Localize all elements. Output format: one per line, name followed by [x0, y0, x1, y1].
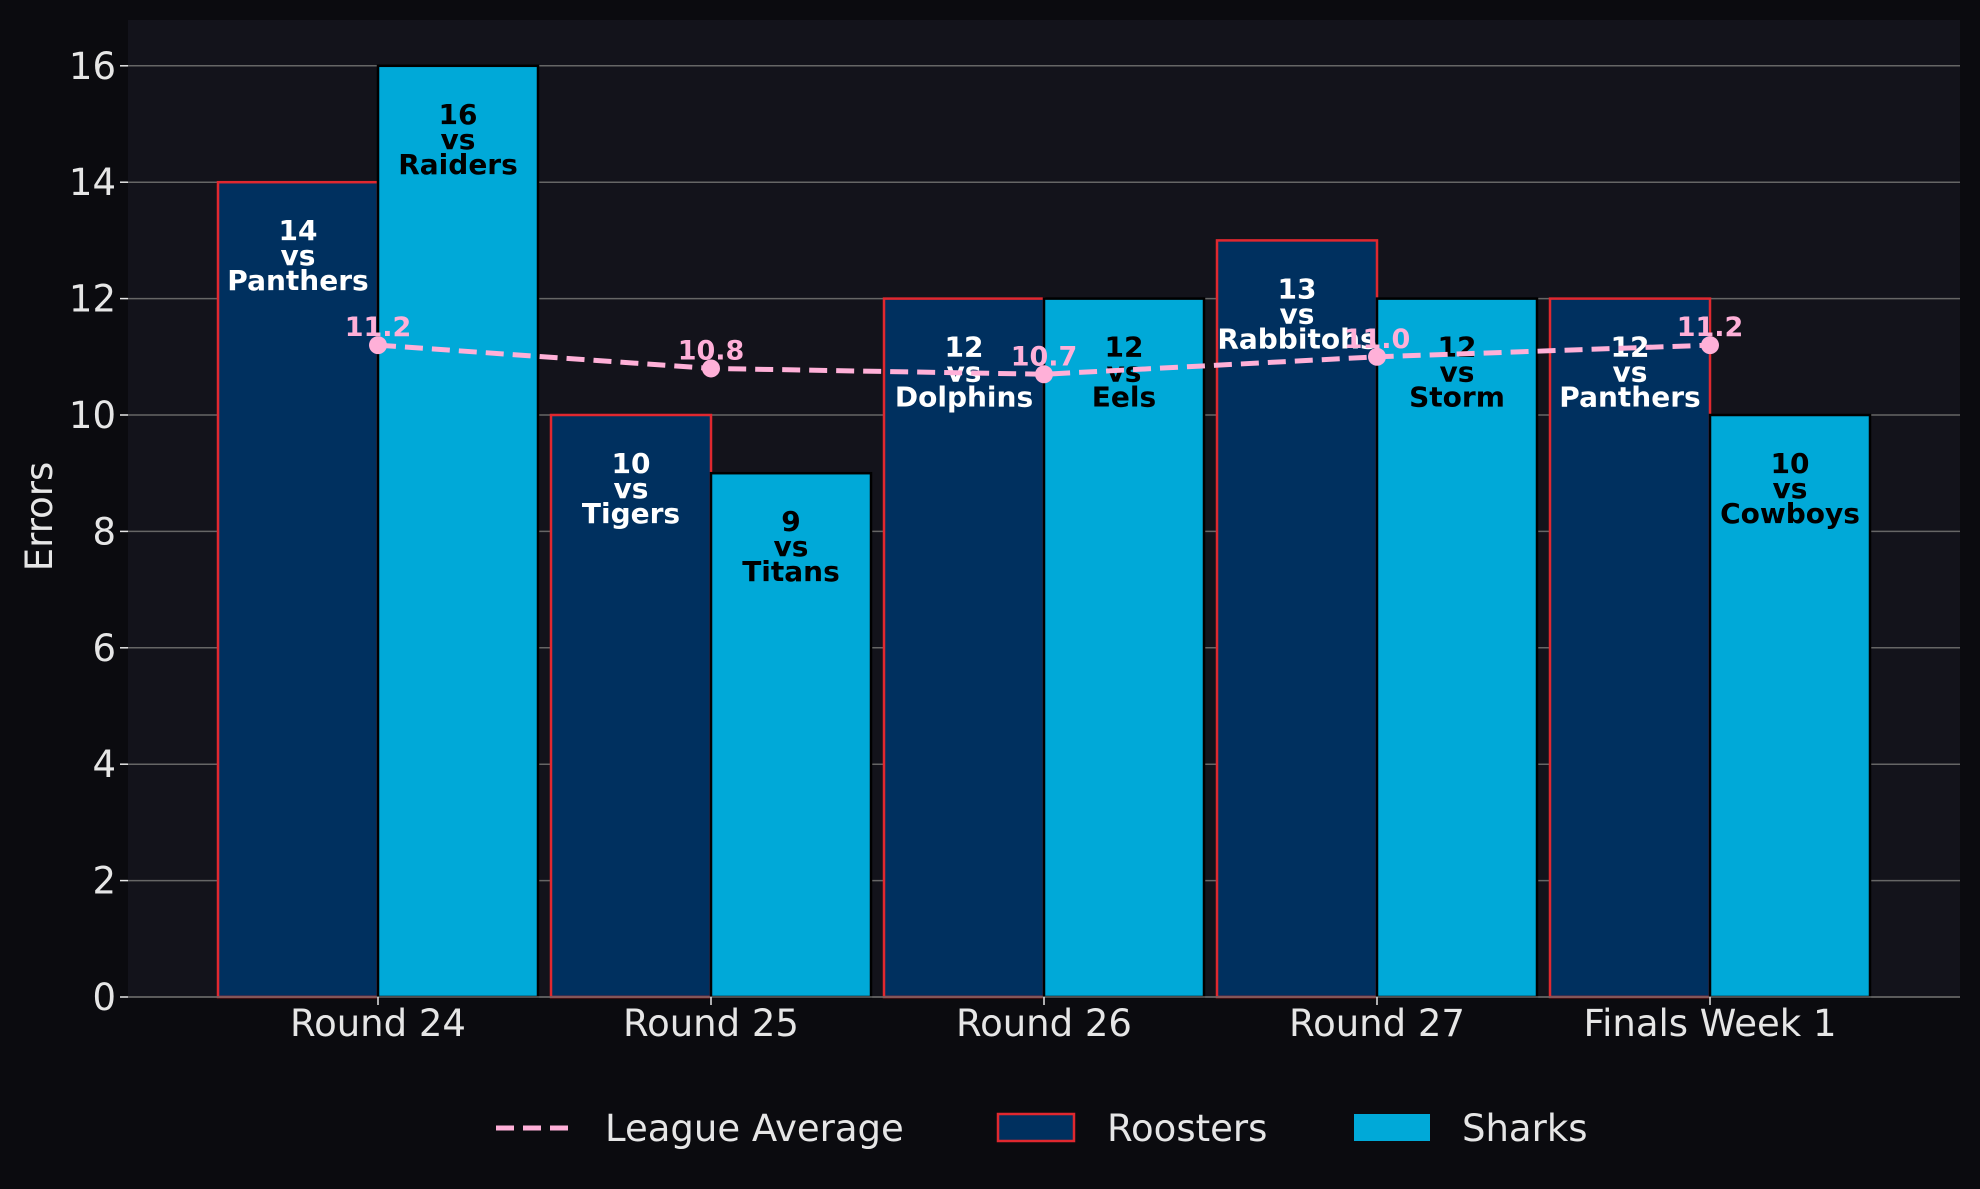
bar-label-sharks: Eels — [1092, 381, 1156, 414]
league-average-line — [377, 342, 1711, 377]
bar-label-sharks: 12 — [1105, 331, 1144, 364]
bar-roosters — [216, 180, 380, 999]
y-tick-label: 16 — [69, 45, 116, 88]
bar-label-roosters: Panthers — [1559, 381, 1700, 414]
y-tick-label: 6 — [92, 627, 116, 670]
bar-roosters — [1215, 239, 1379, 999]
bar-label-sharks: Storm — [1409, 381, 1505, 414]
league-average-label: 10.8 — [678, 335, 745, 366]
league-average-label: 10.7 — [1011, 341, 1078, 372]
bar-label-sharks: 10 — [1771, 447, 1810, 480]
bar-sharks — [709, 471, 873, 999]
bar-sharks — [376, 64, 540, 999]
league-average-label: 11.2 — [1677, 312, 1744, 343]
bar-label-roosters: 12 — [945, 331, 984, 364]
bar-label-sharks: 12 — [1438, 331, 1477, 364]
bar-label-sharks: vs — [441, 123, 476, 156]
bar-label-sharks: vs — [1773, 472, 1808, 505]
bar-label-roosters: vs — [614, 472, 649, 505]
league-average-point — [1701, 336, 1719, 355]
bar-label-roosters: vs — [281, 239, 316, 272]
bar-label-roosters: Rabbitohs — [1217, 322, 1376, 355]
bar-label-roosters: 14 — [279, 214, 318, 247]
x-tick-label: Finals Week 1 — [1584, 1002, 1837, 1045]
x-tick-label: Round 25 — [623, 1002, 799, 1045]
y-tick-label: 2 — [92, 860, 116, 903]
league-average-point — [1035, 365, 1053, 384]
bar-label-sharks: Raiders — [398, 148, 518, 181]
bar-roosters — [882, 297, 1046, 999]
legend-swatch-sharks — [1354, 1114, 1430, 1141]
bar-label-sharks: vs — [1440, 356, 1475, 389]
y-tick-label: 12 — [69, 278, 116, 321]
bar-label-roosters: Tigers — [582, 497, 680, 530]
bar-label-sharks: 9 — [781, 505, 800, 538]
bar-label-roosters: vs — [1613, 356, 1648, 389]
bar-label-sharks: Titans — [742, 555, 840, 588]
y-tick-label: 14 — [69, 161, 116, 204]
bar-label-roosters: 10 — [612, 447, 651, 480]
y-axis-title: Errors — [18, 462, 61, 571]
league-average-point — [369, 336, 387, 355]
league-average-label: 11.2 — [345, 312, 412, 343]
legend-swatch-roosters — [996, 1112, 1076, 1143]
bar-label-roosters: vs — [1280, 297, 1315, 330]
league-average-point — [1368, 347, 1386, 366]
bar-sharks — [1042, 297, 1206, 999]
y-tick-label: 0 — [92, 976, 116, 1019]
x-tick-label: Round 24 — [290, 1002, 466, 1045]
bar-label-sharks: 16 — [439, 98, 478, 131]
bar-label-roosters: 13 — [1278, 272, 1317, 305]
legend-label-league-average: League Average — [605, 1107, 904, 1150]
y-tick-label: 10 — [69, 394, 116, 437]
bar-sharks — [1708, 413, 1872, 999]
x-tick-label: Round 26 — [956, 1002, 1132, 1045]
y-tick-label: 4 — [92, 743, 116, 786]
legend-label-roosters: Roosters — [1107, 1107, 1267, 1150]
x-tick-label: Round 27 — [1289, 1002, 1465, 1045]
y-tick-label: 8 — [92, 510, 116, 553]
bar-label-roosters: Dolphins — [895, 381, 1033, 414]
bar-label-sharks: Cowboys — [1720, 497, 1860, 530]
league-average-point — [702, 359, 720, 378]
legend-label-sharks: Sharks — [1462, 1107, 1588, 1150]
bar-label-sharks: vs — [774, 530, 809, 563]
bar-label-roosters: Panthers — [227, 264, 368, 297]
league-average-label: 11.0 — [1344, 324, 1411, 355]
